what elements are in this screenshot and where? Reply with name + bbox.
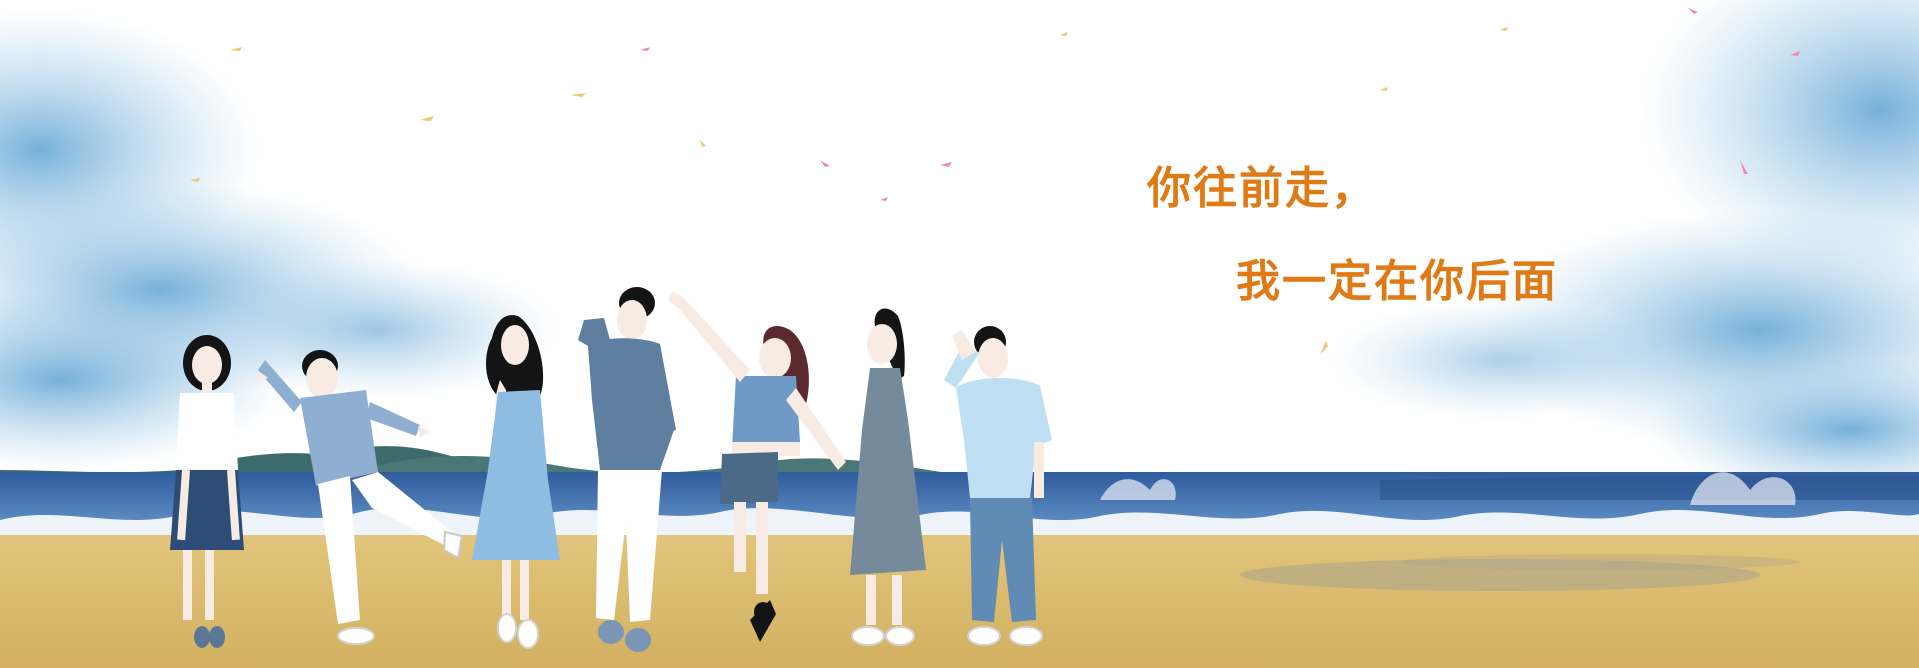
person-arm-raised-denim-shorts — [668, 292, 846, 642]
person-white-tee-navy-skirt — [170, 335, 244, 648]
clouds — [0, 0, 1919, 500]
person-grey-dress — [850, 308, 926, 646]
person-dark-blue-shirt — [578, 287, 676, 652]
beach — [0, 535, 1919, 668]
person-blue-shirt-white-pants — [254, 350, 464, 645]
person-light-blue-tee-blue-pants — [944, 326, 1052, 646]
petals — [190, 8, 1800, 355]
people — [170, 287, 1052, 652]
wet-sand — [1240, 559, 1760, 591]
person-light-blue-dress — [472, 315, 560, 649]
caption-line-2: 我一定在你后面 — [1236, 256, 1558, 307]
caption-line-1: 你往前走， — [1147, 163, 1377, 214]
